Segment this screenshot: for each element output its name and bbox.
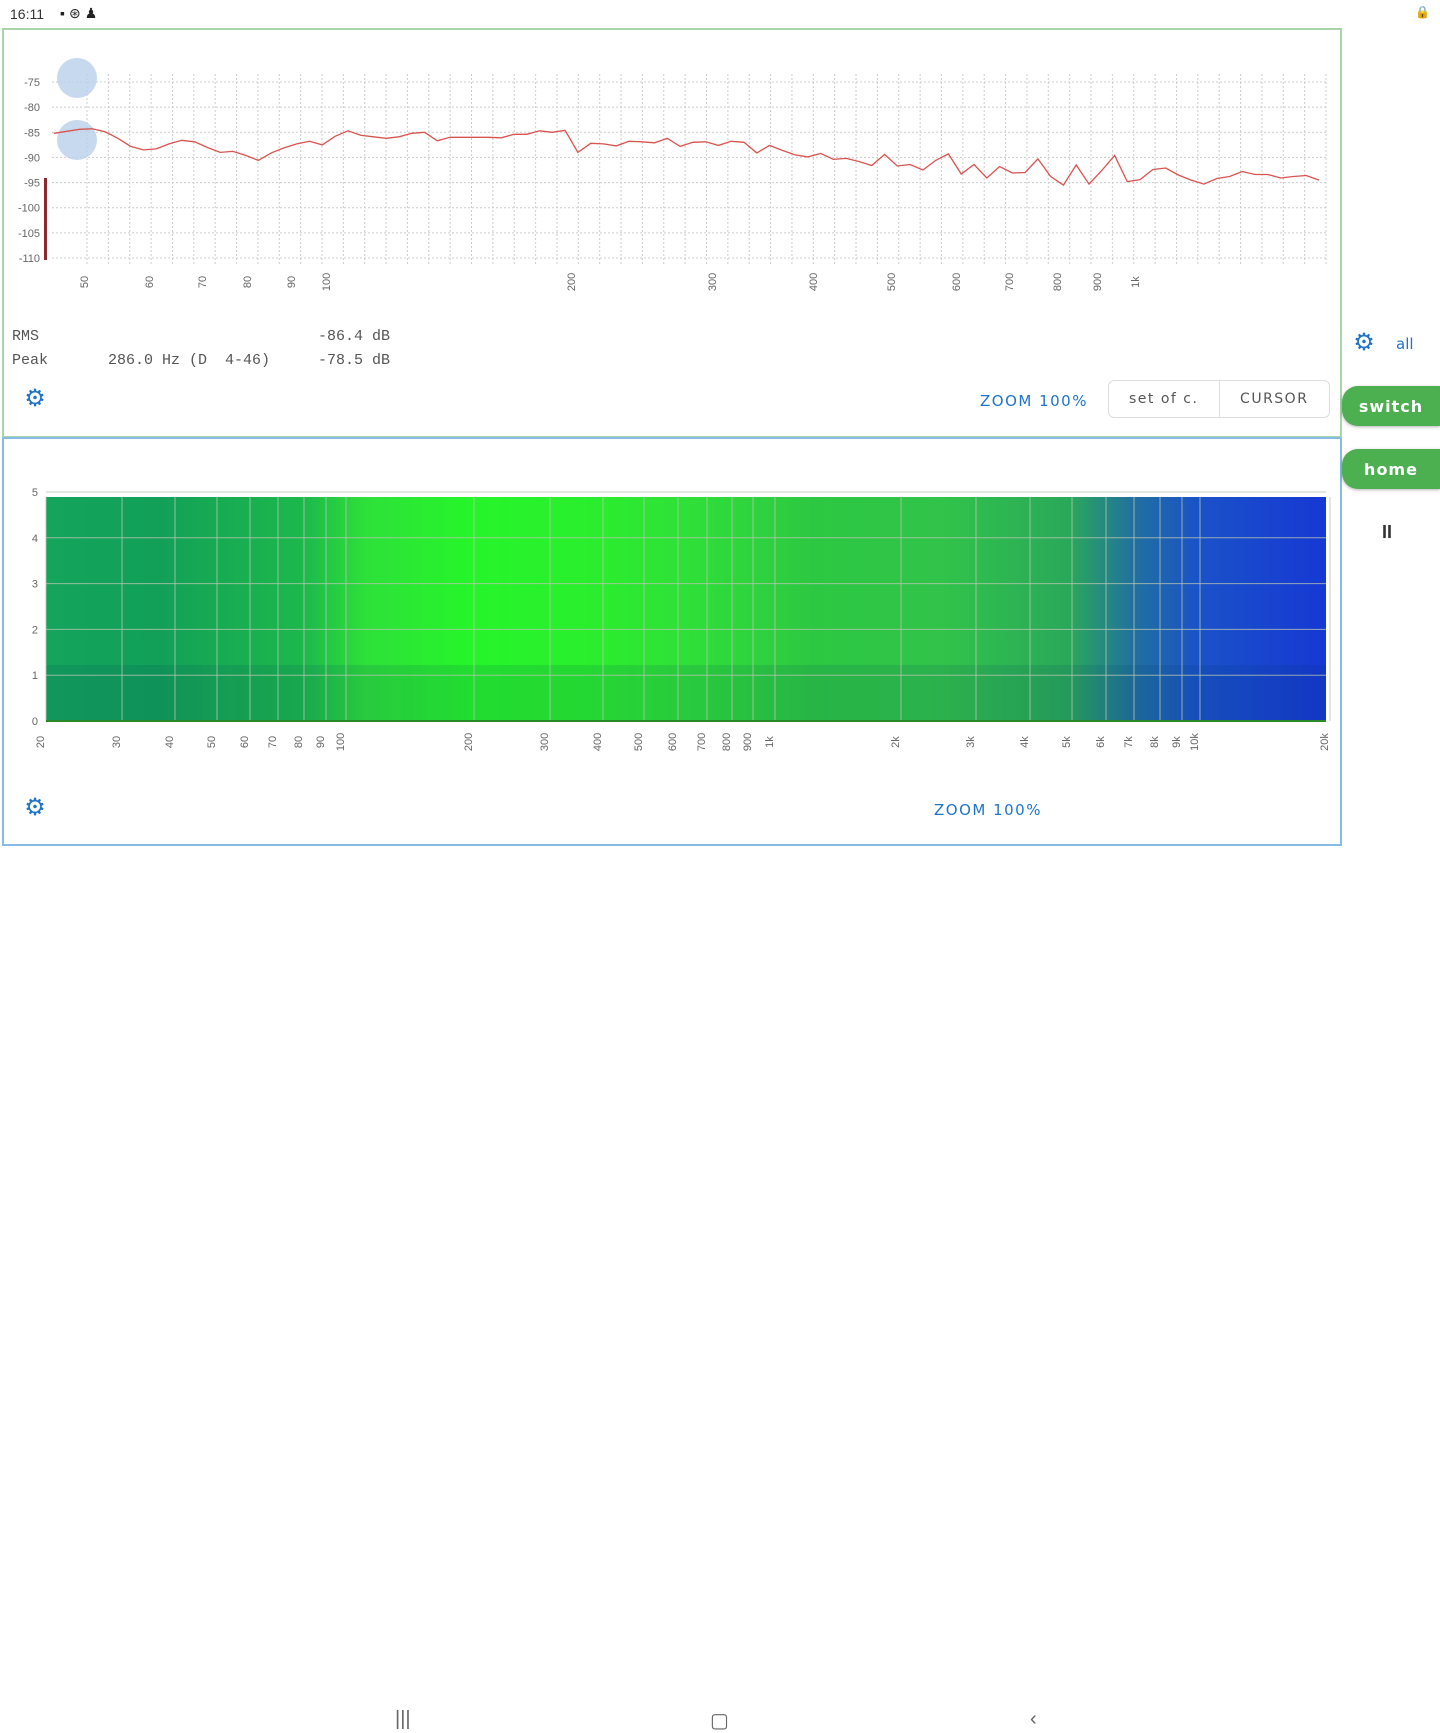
navigation-bar: ||| ▢ ‹ xyxy=(0,848,1440,1732)
spectrogram-y-tick: 5 xyxy=(32,487,38,499)
rms-value: -86.4 dB xyxy=(318,328,391,345)
spectrum-x-tick: 400 xyxy=(808,273,820,291)
cursor-handle-top xyxy=(57,58,97,98)
spectrum-chart[interactable]: -75 -80 -85 -90 -95 -100 -105 -110 50 60 70 80 90 100… xyxy=(4,30,1340,330)
switch-button[interactable]: switch xyxy=(1342,386,1440,426)
spectrum-x-tick: 800 xyxy=(1052,273,1064,291)
cursor-button[interactable]: CURSOR xyxy=(1218,381,1330,417)
cursor-handle-bottom xyxy=(57,120,97,160)
home-nav-icon[interactable]: ▢ xyxy=(710,1710,729,1732)
spectrogram-x-tick: 500 xyxy=(633,733,645,751)
spectrogram-x-tick: 8k xyxy=(1149,736,1161,748)
sd-card-icon: ▪ xyxy=(60,5,69,21)
spectrum-x-tick: 90 xyxy=(286,276,298,288)
spectrum-x-tick: 100 xyxy=(321,273,333,291)
spectrum-panel: -75 -80 -85 -90 -95 -100 -105 -110 50 60 70 80 90 100… xyxy=(2,28,1342,438)
pause-icon[interactable]: II xyxy=(1382,522,1393,542)
spectrum-y-tick: -110 xyxy=(19,253,40,265)
spectrum-x-tick: 500 xyxy=(886,273,898,291)
spectrogram-x-tick: 30 xyxy=(111,736,123,748)
spectrum-settings-gear-icon[interactable]: ⚙ xyxy=(24,385,46,412)
spectrogram-y-tick: 4 xyxy=(32,533,38,545)
spectrogram-x-tick: 200 xyxy=(463,733,475,751)
side-settings-gear-icon[interactable]: ⚙ xyxy=(1353,329,1375,356)
spectrogram-x-tick: 700 xyxy=(696,733,708,751)
spectrogram-x-tick: 9k xyxy=(1171,736,1183,748)
spectrum-y-tick: -105 xyxy=(18,228,40,240)
spectrogram-x-tick: 2k xyxy=(890,736,902,748)
spectrogram-x-tick: 3k xyxy=(965,736,977,748)
spectrogram-y-tick: 3 xyxy=(32,579,38,591)
spectrum-curve xyxy=(53,128,1320,187)
spectrogram-x-tick: 50 xyxy=(206,736,218,748)
spectrogram-x-tick: 5k xyxy=(1061,736,1073,748)
spectrum-y-tick: -80 xyxy=(24,102,40,114)
spectrogram-chart[interactable]: 20 30 40 50 60 70 80 90 100 200 300 400 500 600 700 800… xyxy=(4,439,1340,769)
sync-icon: ⊛ xyxy=(68,5,85,21)
peak-value: -78.5 dB xyxy=(318,352,391,369)
spectrum-x-tick: 700 xyxy=(1004,273,1016,291)
spectrogram-x-tick: 300 xyxy=(539,733,551,751)
spectrogram-x-tick: 4k xyxy=(1019,736,1031,748)
recents-icon[interactable]: ||| xyxy=(395,1708,411,1730)
spectrum-zoom-button[interactable]: ZOOM 100% xyxy=(980,392,1088,410)
back-icon[interactable]: ‹ xyxy=(1030,1708,1037,1730)
user-icon: ♟ xyxy=(84,5,102,21)
spectrum-y-tick: -90 xyxy=(24,152,40,164)
spectrum-x-tick: 300 xyxy=(707,273,719,291)
spectrum-x-tick: 70 xyxy=(197,276,209,288)
peak-frequency: 286.0 Hz (D 4-46) xyxy=(108,352,271,369)
peak-label: Peak xyxy=(12,352,49,369)
spectrogram-y-tick: 1 xyxy=(32,670,38,682)
status-bar: 16:11 ▪⊛♟ 🔒 xyxy=(0,0,1440,28)
spectrum-y-tick: -95 xyxy=(24,178,40,190)
spectrogram-x-tick: 40 xyxy=(164,736,176,748)
lock-icon: 🔒 xyxy=(1415,5,1430,19)
spectrum-y-tick: -75 xyxy=(24,77,40,89)
spectrogram-x-tick: 60 xyxy=(239,736,251,748)
spectrogram-settings-gear-icon[interactable]: ⚙ xyxy=(24,794,46,821)
spectrogram-x-tick: 400 xyxy=(592,733,604,751)
spectrum-x-tick: 1k xyxy=(1130,276,1142,288)
spectrum-x-tick: 200 xyxy=(566,273,578,291)
spectrogram-x-tick: 70 xyxy=(267,736,279,748)
spectrogram-x-tick: 7k xyxy=(1123,736,1135,748)
spectrogram-x-tick: 800 xyxy=(721,733,733,751)
spectrogram-x-tick: 900 xyxy=(742,733,754,751)
rms-label: RMS xyxy=(12,328,40,345)
spectrogram-x-tick: 100 xyxy=(335,733,347,751)
spectrum-x-tick: 50 xyxy=(79,276,91,288)
spectrum-x-tick: 900 xyxy=(1092,273,1104,291)
spectrogram-x-tick: 80 xyxy=(293,736,305,748)
spectrogram-x-tick: 1k xyxy=(764,736,776,748)
spectrogram-zoom-button[interactable]: ZOOM 100% xyxy=(934,801,1042,819)
spectrogram-x-tick: 90 xyxy=(315,736,327,748)
home-button[interactable]: home xyxy=(1342,449,1440,489)
spectrogram-y-tick: 0 xyxy=(32,716,38,728)
set-of-cursors-button[interactable]: set of c. xyxy=(1129,391,1199,407)
spectrogram-shade xyxy=(46,665,1326,721)
spectrum-grid xyxy=(52,74,1327,266)
spectrogram-x-tick: 10k xyxy=(1189,733,1201,751)
spectrum-x-tick: 600 xyxy=(951,273,963,291)
spectrum-y-tick: -100 xyxy=(18,203,40,215)
spectrogram-panel: 20 30 40 50 60 70 80 90 100 200 300 400 500 600 700 800… xyxy=(2,437,1342,846)
level-meter xyxy=(44,178,47,260)
spectrogram-y-tick: 2 xyxy=(32,624,38,636)
mode-button-group: set of c. CURSOR xyxy=(1108,380,1330,418)
status-time: 16:11 xyxy=(10,6,44,22)
spectrogram-x-tick: 600 xyxy=(667,733,679,751)
status-icons: ▪⊛♟ xyxy=(60,5,101,22)
spectrogram-heatmap xyxy=(46,497,1326,721)
spectrum-x-tick: 60 xyxy=(144,276,156,288)
spectrogram-x-tick: 6k xyxy=(1095,736,1107,748)
spectrum-y-tick: -85 xyxy=(24,127,40,139)
all-button[interactable]: all xyxy=(1396,335,1414,353)
spectrogram-x-tick: 20 xyxy=(35,736,47,748)
spectrum-x-tick: 80 xyxy=(242,276,254,288)
spectrogram-x-tick: 20k xyxy=(1319,733,1331,751)
